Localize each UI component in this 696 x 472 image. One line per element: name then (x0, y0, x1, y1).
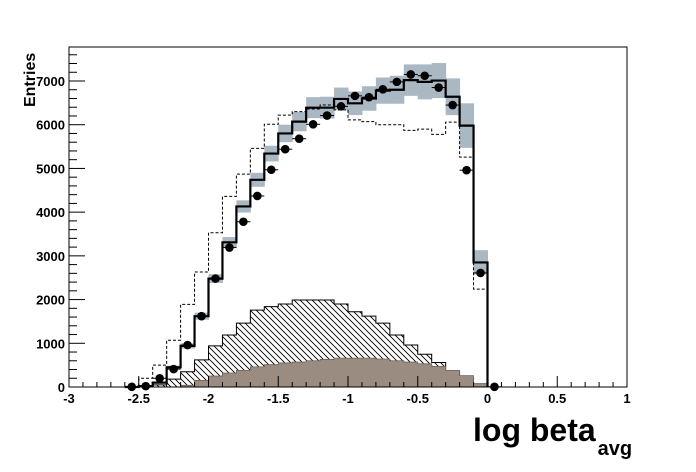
x-tick-label: -2 (203, 391, 215, 406)
data-point (169, 364, 178, 374)
data-point (462, 165, 471, 175)
data-point (350, 91, 360, 101)
y-tick-label: 1000 (36, 336, 65, 351)
x-tick-label: -1.5 (267, 391, 289, 406)
data-point (266, 165, 276, 175)
data-point (392, 77, 402, 87)
y-axis-label: Entries (22, 53, 39, 107)
data-point (420, 71, 430, 81)
x-tick-label: 1 (623, 391, 630, 406)
y-tick-label: 2000 (36, 293, 65, 308)
y-tick-label: 7000 (36, 74, 65, 89)
data-point (294, 134, 304, 144)
data-point (406, 70, 416, 79)
y-tick-label: 3000 (36, 249, 65, 264)
data-point (308, 119, 318, 129)
data-point (155, 373, 164, 383)
data-point (434, 83, 443, 92)
data-point (322, 111, 332, 120)
filled-histogram (124, 357, 488, 388)
data-point (211, 274, 220, 283)
x-axis-label-main: log beta (473, 412, 596, 448)
data-point (448, 100, 457, 110)
data-point (239, 217, 248, 227)
data-point (197, 311, 206, 321)
data-point (141, 381, 151, 391)
y-tick-label: 4000 (36, 205, 65, 220)
data-point (225, 243, 234, 252)
x-tick-label: -1 (342, 391, 354, 406)
x-tick-label: 0 (484, 391, 491, 406)
dashed-histogram (124, 104, 488, 388)
data-point (280, 144, 290, 154)
y-tick-label: 0 (58, 380, 65, 395)
data-point (378, 85, 388, 94)
y-tick-label: 6000 (36, 118, 65, 133)
x-tick-label: -0.5 (407, 391, 429, 406)
x-tick-label: -2.5 (128, 391, 150, 406)
x-tick-label: -3 (63, 391, 75, 406)
x-axis-label: log betaavg (473, 412, 632, 460)
x-axis-label-subscript: avg (598, 438, 632, 460)
data-point (476, 268, 485, 278)
data-point (253, 191, 262, 201)
data-point (336, 102, 346, 111)
data-point (364, 92, 374, 102)
data-point (183, 340, 192, 350)
y-tick-label: 5000 (36, 161, 65, 176)
x-tick-label: 0.5 (548, 391, 566, 406)
